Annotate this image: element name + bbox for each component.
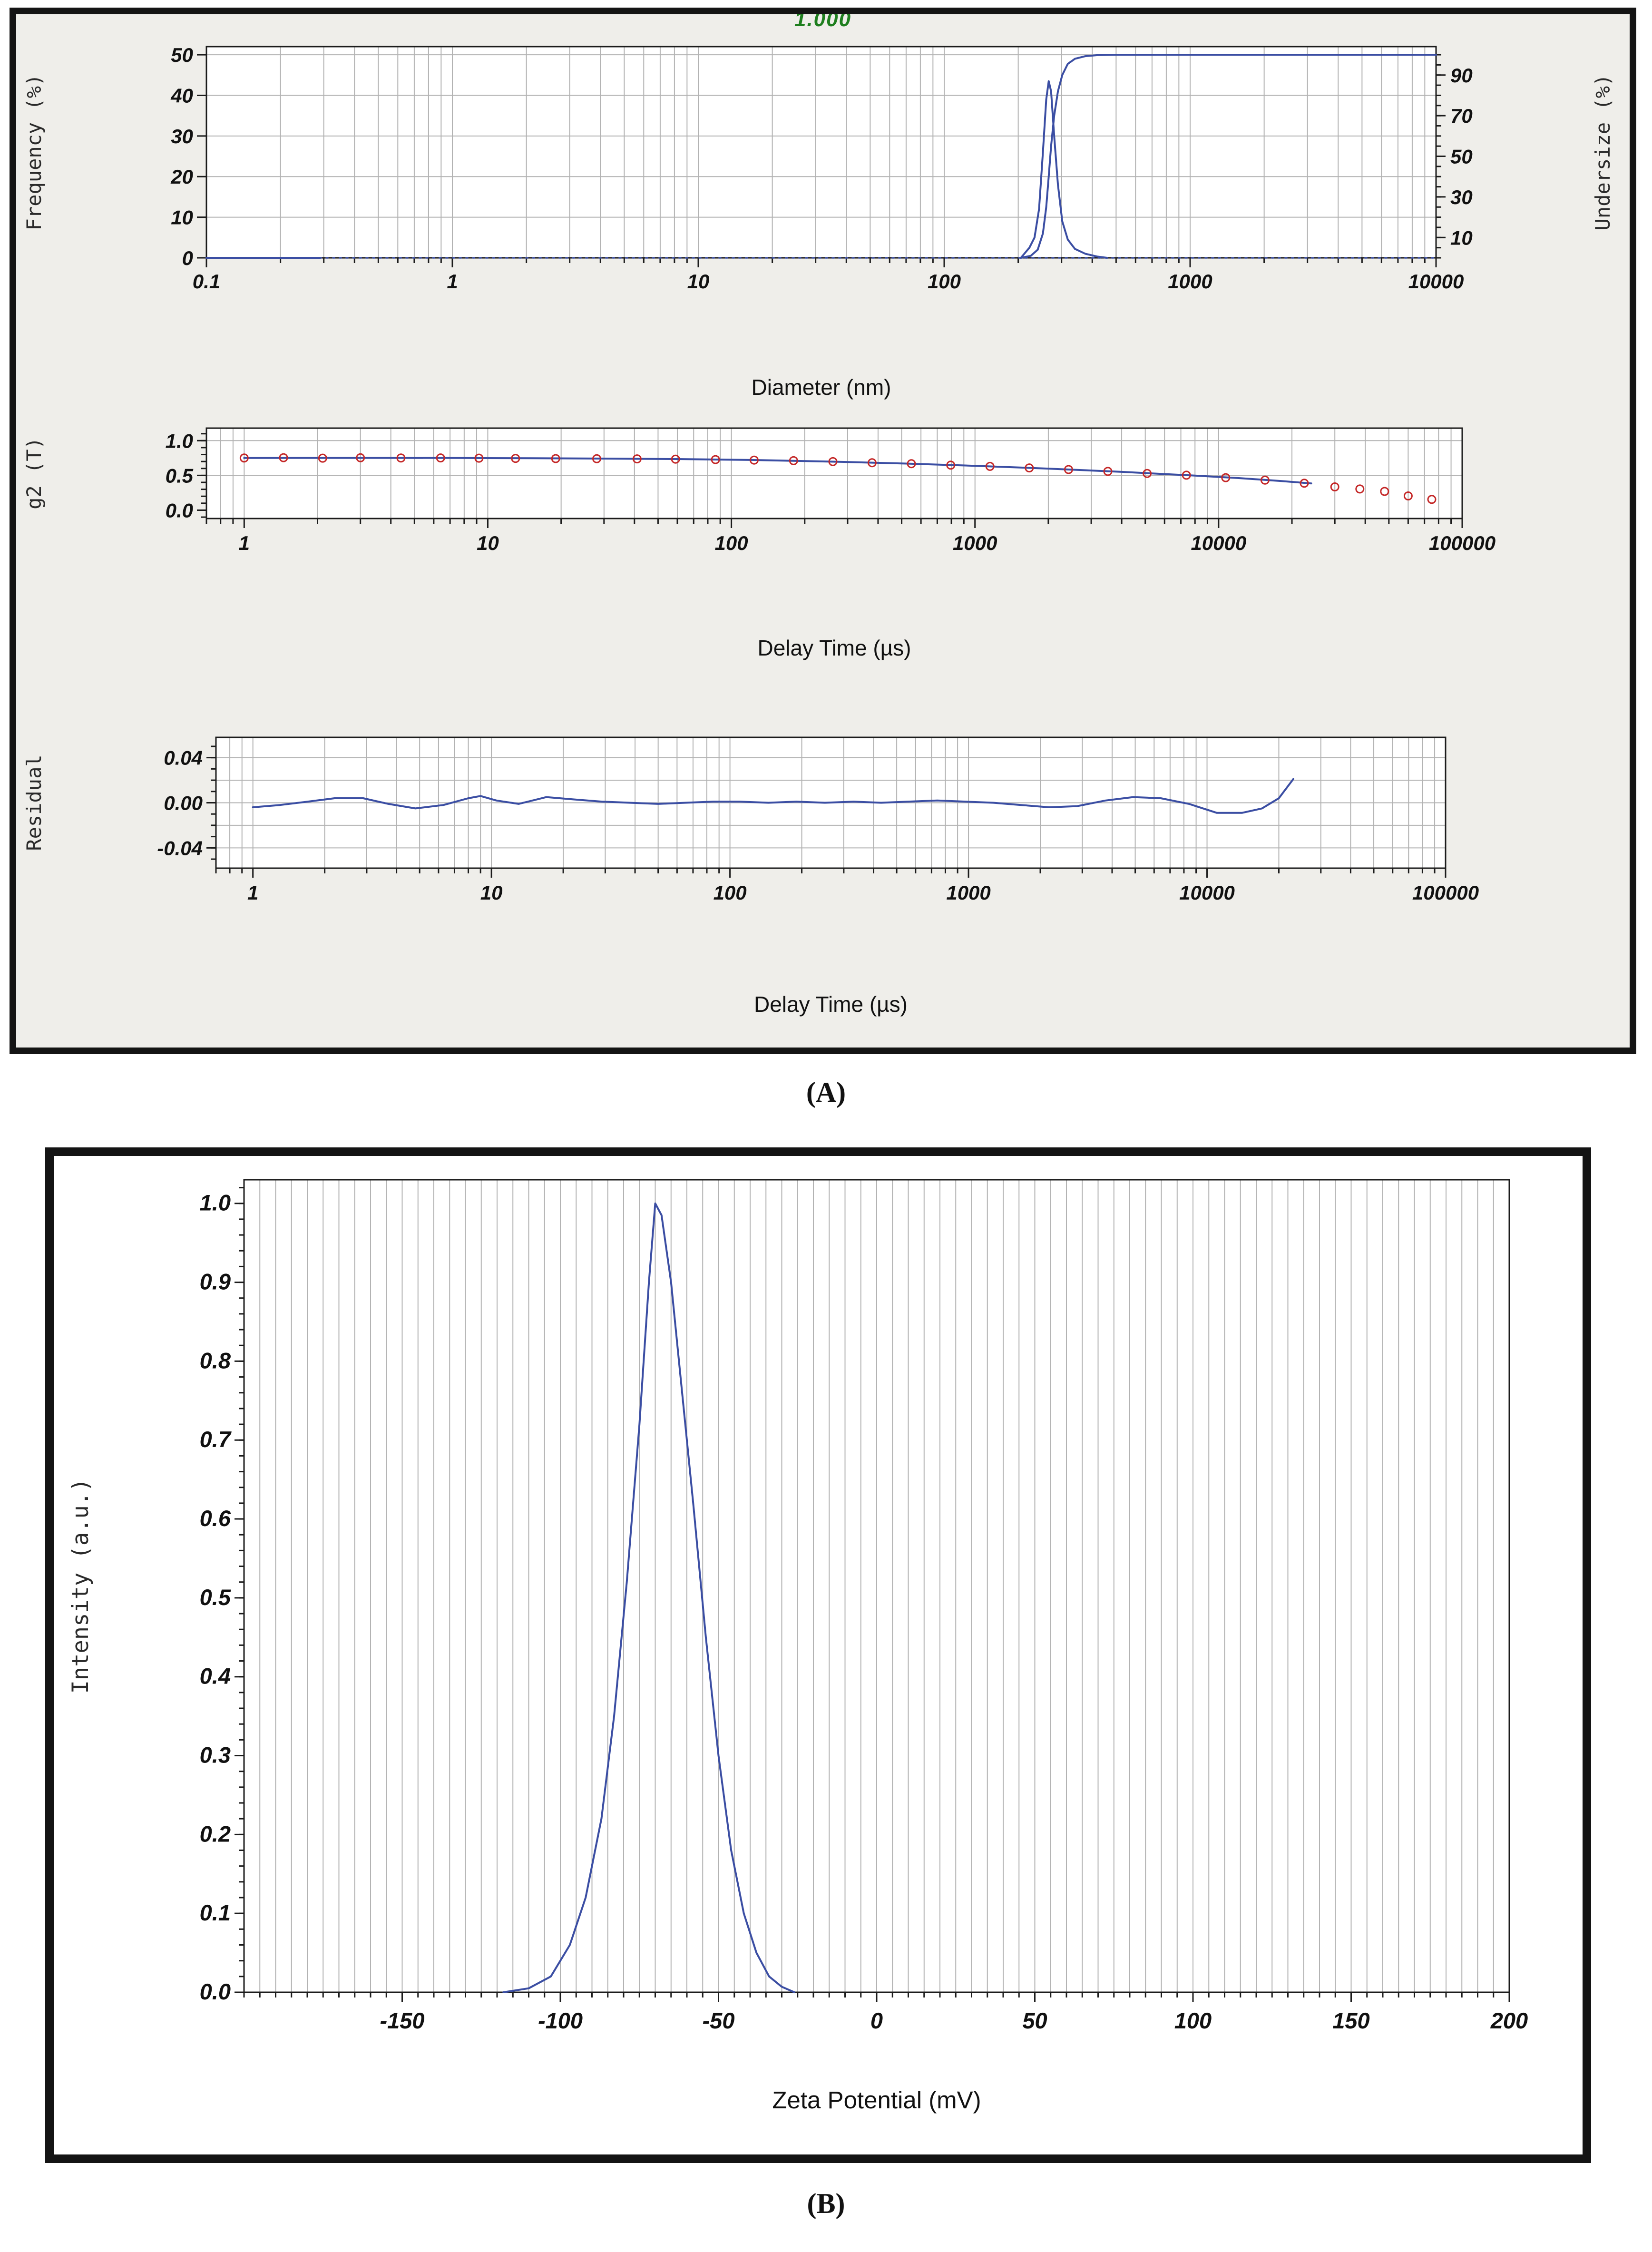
fit-annotation: 1.000 xyxy=(794,8,852,31)
series-intensity xyxy=(502,1202,796,1993)
y-right-tick-label: 70 xyxy=(1450,105,1473,127)
series-residual-trace xyxy=(252,778,1294,814)
panel-a: 1.000 0.1 1 10 100 1000 10000 0 10 20 30 40 50 10 30 5… xyxy=(10,8,1636,1054)
y-right-tick-label: 50 xyxy=(1450,146,1473,168)
x-axis-title: Delay Time (µs) xyxy=(758,636,911,660)
y-tick-label: 10 xyxy=(171,206,193,229)
y-tick-label: 0.8 xyxy=(200,1348,231,1373)
x-tick-label: 100 xyxy=(928,270,961,293)
x-tick-label: 1000 xyxy=(946,881,990,904)
y-tick-label: 0.04 xyxy=(164,747,203,769)
y-tick-label: 1.0 xyxy=(166,430,193,452)
correlation-function-chart: 1 10 100 1000 10000 100000 0.0 0.5 1.0 Delay Time… xyxy=(22,427,1496,660)
y-tick-label: 0.7 xyxy=(200,1427,232,1452)
x-tick-label: -100 xyxy=(538,2008,583,2033)
x-tick-label: 100 xyxy=(1174,2008,1212,2033)
y-tick-label: 30 xyxy=(171,125,193,147)
y-tick-label: 0.2 xyxy=(200,1821,231,1846)
zeta-potential-chart: -150 -100 -50 0 50 100 150 200 0.0 0.1 0.2 0.3 0.4 0.… xyxy=(68,1179,1528,2114)
y-tick-label: 50 xyxy=(171,44,193,66)
y-tick-label: 0 xyxy=(182,247,193,269)
x-tick-label: -150 xyxy=(380,2008,424,2033)
plot-background xyxy=(206,47,1436,258)
y-tick-label: 0.6 xyxy=(200,1506,231,1531)
plot-background xyxy=(206,428,1462,519)
y-tick-label: 0.5 xyxy=(166,464,194,487)
x-axis-title: Zeta Potential (mV) xyxy=(772,2086,981,2114)
x-tick-label: 1000 xyxy=(953,532,997,554)
size-distribution-chart: 0.1 1 10 100 1000 10000 0 10 20 30 40 50 10 30 50 70 90 D… xyxy=(22,44,1614,400)
y-tick-label: 0.3 xyxy=(200,1743,231,1768)
x-tick-label: 50 xyxy=(1022,2008,1047,2033)
y-tick-label: 0.0 xyxy=(200,1979,231,2004)
x-tick-label: 10000 xyxy=(1191,532,1246,554)
x-tick-label: 10 xyxy=(480,881,503,904)
series-fit-line xyxy=(243,457,1312,485)
tick-labels: 0.1 1 10 100 1000 10000 0 10 20 30 40 50 10 30 50 70 90 xyxy=(170,44,1472,293)
x-tick-label: 10 xyxy=(687,270,710,293)
y-tick-label: 0.1 xyxy=(200,1900,231,1925)
panel-a-label: (A) xyxy=(806,1077,846,1108)
y-axis-title-right: Undersize (%) xyxy=(1591,74,1614,231)
series-undersize xyxy=(1020,54,1437,259)
x-tick-label: 10 xyxy=(477,532,499,554)
series-measured-g2 xyxy=(239,453,1437,504)
x-tick-label: 150 xyxy=(1332,2008,1369,2033)
y-tick-label: 0.5 xyxy=(200,1585,231,1610)
y-axis-title-left: g2 (T) xyxy=(22,437,46,509)
y-tick-label: 20 xyxy=(170,166,193,188)
panel-b-label: (B) xyxy=(807,2188,845,2219)
panel-b: -150 -100 -50 0 50 100 150 200 0.0 0.1 0.2 0.3 0.4 0.… xyxy=(45,1147,1591,2163)
y-right-tick-label: 90 xyxy=(1450,64,1473,87)
y-tick-label: 40 xyxy=(170,84,193,107)
y-axis-title-left: Residual xyxy=(22,754,46,851)
series-frequency xyxy=(1020,80,1108,259)
y-tick-label: 0.0 xyxy=(166,499,193,521)
axis-ticks xyxy=(235,1187,1510,2002)
grid xyxy=(215,737,1446,868)
axis-ticks xyxy=(206,745,1447,878)
y-axis-title-left: Intensity (a.u.) xyxy=(68,1478,94,1694)
x-tick-label: 100 xyxy=(715,532,748,554)
y-tick-label: 1.0 xyxy=(200,1190,231,1215)
x-tick-label: 100000 xyxy=(1412,881,1479,904)
x-tick-label: 100 xyxy=(714,881,747,904)
y-axis-title-left: Frequency (%) xyxy=(22,74,46,231)
x-tick-label: 100000 xyxy=(1429,532,1496,554)
x-tick-label: 200 xyxy=(1490,2008,1528,2033)
x-tick-label: 0 xyxy=(870,2008,883,2033)
y-tick-label: 0.00 xyxy=(164,792,203,814)
x-axis-title: Diameter (nm) xyxy=(752,375,891,400)
axis-ticks xyxy=(197,54,1446,267)
x-axis-title: Delay Time (µs) xyxy=(754,992,908,1017)
grid xyxy=(244,1180,1510,1992)
y-tick-label: 0.4 xyxy=(200,1664,231,1689)
x-tick-label: 0.1 xyxy=(193,270,220,293)
tick-labels: 1 10 100 1000 10000 100000 0.0 0.5 1.0 xyxy=(166,430,1496,554)
residual-chart: 1 10 100 1000 10000 100000 -0.04 0.00 0.04 Delay … xyxy=(22,736,1479,1017)
x-tick-label: 10000 xyxy=(1408,270,1464,293)
y-tick-label: 0.9 xyxy=(200,1269,231,1294)
x-tick-label: 1 xyxy=(239,532,250,554)
tick-labels: -150 -100 -50 0 50 100 150 200 0.0 0.1 0.2 0.3 0.4 0.… xyxy=(200,1190,1528,2033)
x-tick-label: 1 xyxy=(447,270,458,293)
tick-labels: 1 10 100 1000 10000 100000 -0.04 0.00 0.04 xyxy=(157,747,1479,904)
x-tick-label: 1000 xyxy=(1168,270,1212,293)
y-right-tick-label: 10 xyxy=(1450,226,1473,249)
plot-border xyxy=(205,427,1463,519)
x-tick-label: 10000 xyxy=(1179,881,1235,904)
y-right-tick-label: 30 xyxy=(1450,186,1473,208)
x-tick-label: -50 xyxy=(703,2008,735,2033)
y-tick-label: -0.04 xyxy=(157,837,203,859)
axis-ticks xyxy=(197,433,1463,528)
x-tick-label: 1 xyxy=(247,881,258,904)
